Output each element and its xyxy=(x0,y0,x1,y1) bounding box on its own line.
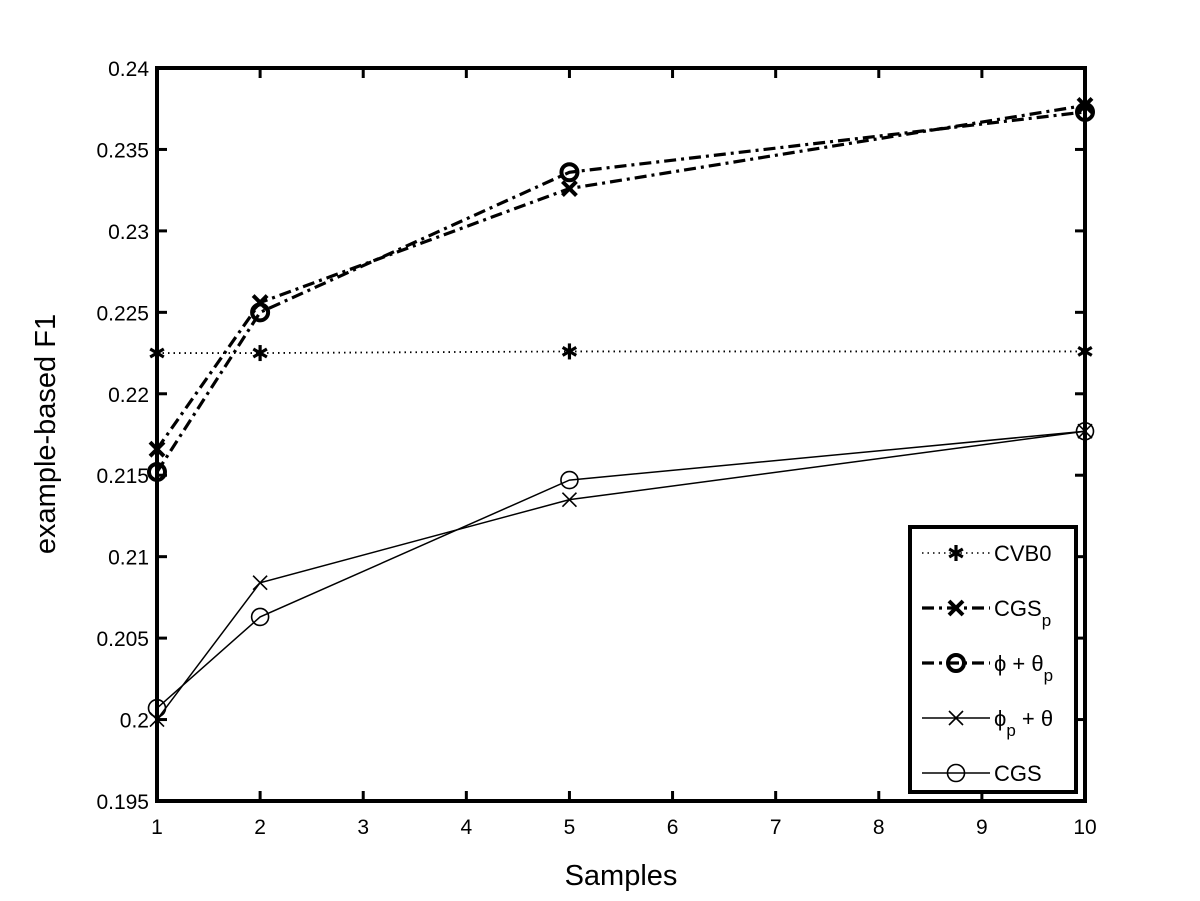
legend-label: ϕp + θ xyxy=(994,706,1053,740)
legend-label-subscript: p xyxy=(1044,666,1053,685)
x-tick-label: 9 xyxy=(976,816,988,839)
legend-label-main: ϕ xyxy=(994,706,1006,731)
y-tick-label: 0.215 xyxy=(96,465,149,488)
marker-stroke xyxy=(252,347,268,359)
series-line xyxy=(156,430,1086,709)
legend-label-main: CGS xyxy=(994,596,1042,621)
x-tick-labels: 1 2 3 4 5 6 7 8 9 10 xyxy=(151,816,1097,839)
legend-label-subscript: p xyxy=(1042,611,1051,630)
legend-label: CVB0 xyxy=(994,541,1051,566)
x-tick-label: 10 xyxy=(1073,816,1096,839)
data-point xyxy=(561,492,578,508)
legend-entry: CVB0 xyxy=(922,541,1051,566)
legend-marker xyxy=(948,710,964,726)
marker-stroke xyxy=(948,710,964,726)
legend-label: CGS xyxy=(994,761,1042,786)
legend-marker xyxy=(947,599,965,617)
y-tick-labels: 0.195 0.2 0.205 0.21 0.215 0.22 0.225 0.23 0.235… xyxy=(96,58,149,814)
legend-label-main: ϕ + θ xyxy=(994,651,1044,676)
marker-stroke xyxy=(947,599,965,617)
x-tick-label: 2 xyxy=(254,816,266,839)
legend-label-main: CGS xyxy=(994,761,1042,786)
legend-box xyxy=(908,525,1078,794)
data-point xyxy=(252,345,268,362)
marker-circle xyxy=(946,763,966,783)
legend-label: CGSp xyxy=(994,596,1051,630)
plot-frame xyxy=(155,66,1087,803)
x-tick-label: 5 xyxy=(564,816,576,839)
marker-stroke xyxy=(561,346,578,357)
legend-marker xyxy=(946,653,966,673)
y-tick-label: 0.22 xyxy=(108,384,149,407)
legend-label-tail: + θ xyxy=(1016,706,1053,731)
y-tick-label: 0.225 xyxy=(96,302,149,325)
y-tick-label: 0.21 xyxy=(108,547,149,570)
series-line xyxy=(156,430,1086,721)
marker-circle xyxy=(250,607,270,627)
legend-label-main: CVB0 xyxy=(994,541,1051,566)
x-tick-label: 1 xyxy=(151,816,163,839)
legend-entry: ϕ + θp xyxy=(922,651,1053,685)
legend-label: ϕ + θp xyxy=(994,651,1053,685)
x-axis-label: Samples xyxy=(565,860,678,892)
data-point xyxy=(561,180,578,197)
y-tick-label: 0.205 xyxy=(96,628,149,651)
y-tick-label: 0.235 xyxy=(96,139,149,162)
x-tick-label: 8 xyxy=(873,816,885,839)
series-line xyxy=(155,103,1086,451)
legend-label-subscript: p xyxy=(1006,721,1015,740)
data-point xyxy=(561,343,578,360)
x-tick-label: 4 xyxy=(460,816,472,839)
series-layer xyxy=(147,97,1095,728)
series-line xyxy=(155,110,1086,473)
y-tick-label: 0.24 xyxy=(108,58,149,81)
marker-circle xyxy=(560,470,579,490)
marker-circle xyxy=(946,653,966,673)
data-point xyxy=(250,607,270,627)
legend-marker xyxy=(946,763,966,783)
data-point xyxy=(252,575,268,591)
y-tick-label: 0.23 xyxy=(108,221,149,244)
marker-circle xyxy=(250,302,271,323)
data-point xyxy=(559,162,580,183)
x-tick-label: 7 xyxy=(770,816,782,839)
marker-stroke xyxy=(561,492,578,508)
marker-circle xyxy=(559,162,580,183)
legend-marker xyxy=(948,545,964,561)
data-point xyxy=(560,470,579,490)
marker-stroke xyxy=(561,180,578,197)
y-tick-label: 0.2 xyxy=(120,710,149,733)
data-point xyxy=(250,302,271,323)
marker-stroke xyxy=(948,547,964,559)
marker-stroke xyxy=(252,575,268,591)
y-tick-label: 0.195 xyxy=(96,791,149,814)
legend-entry: CGSp xyxy=(922,596,1051,630)
x-tick-label: 6 xyxy=(667,816,679,839)
legend-entry: CGS xyxy=(922,761,1042,786)
series-1 xyxy=(148,97,1094,458)
x-tick-label: 3 xyxy=(357,816,369,839)
legend-entry: ϕp + θ xyxy=(922,706,1053,740)
y-axis-label: example-based F1 xyxy=(30,314,62,554)
